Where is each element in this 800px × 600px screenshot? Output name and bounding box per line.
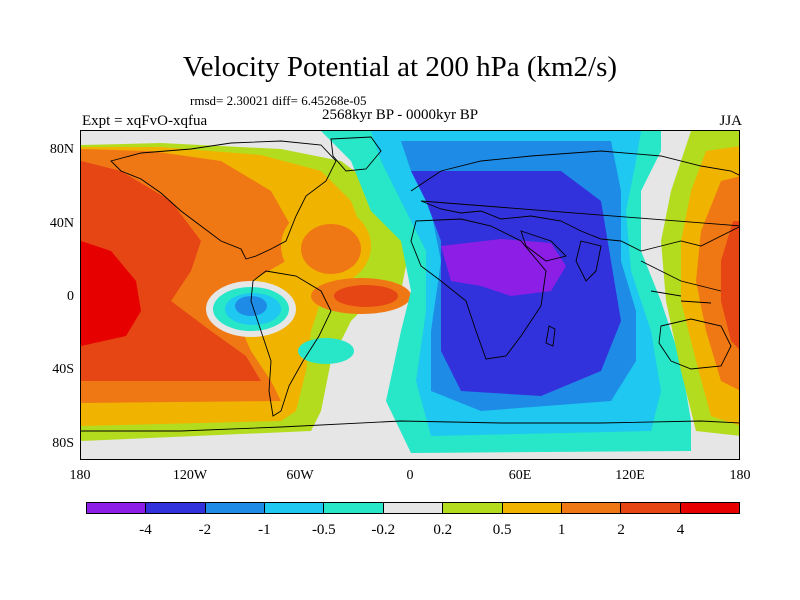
colorbar-label: 1 (557, 522, 566, 538)
colorbar-cell (680, 503, 739, 513)
colorbar-cell (146, 503, 206, 513)
colorbar-cell (87, 503, 147, 513)
colorbar-cell (383, 503, 444, 513)
colorbar-cell (561, 503, 622, 513)
colorbar-label: 0.2 (433, 522, 453, 538)
colorbar-cell (205, 503, 266, 513)
africa-negative-anomaly (321, 131, 691, 453)
lon-label-0: 0 (406, 468, 414, 483)
lon-label-60w: 60W (286, 468, 314, 483)
colorbar-label: -2 (198, 522, 212, 538)
west-pacific-positive (661, 131, 739, 436)
colorbar-cell (621, 503, 681, 513)
colorbar-label: 0.5 (492, 522, 512, 538)
colorbar-cell (265, 503, 325, 513)
map-panel (80, 130, 740, 460)
colorbar-label: -4 (139, 522, 152, 538)
colorbar-label: 4 (676, 522, 685, 538)
colorbar-label: -1 (258, 522, 271, 538)
lon-label-120e: 120E (615, 468, 645, 483)
colorbar-cell (324, 503, 384, 513)
colorbar-label: 2 (617, 522, 625, 538)
colorbar-label: -0.2 (371, 522, 396, 538)
lat-label-40n: 40N (49, 216, 74, 231)
lon-label-60e: 60E (508, 468, 532, 483)
colorbar (86, 502, 740, 514)
lon-label-180w: 180 (69, 468, 91, 483)
lat-label-40s: 40S (52, 362, 74, 377)
season-label: JJA (719, 113, 742, 129)
experiment-label: Expt = xqFvO-xqfua (82, 113, 208, 129)
atlantic-positive-blob (281, 206, 411, 314)
colorbar-cell (502, 503, 562, 513)
lat-label-80n: 80N (49, 142, 74, 157)
colorbar-label: -0.5 (311, 522, 336, 538)
lon-label-120w: 120W (172, 468, 208, 483)
map-title: Velocity Potential at 200 hPa (km2/s) (182, 51, 618, 83)
south-america-negative (206, 281, 354, 364)
period-text: 2568kyr BP - 0000kyr BP (322, 107, 479, 123)
lon-label-180e: 180 (729, 468, 751, 483)
velocity-potential-map (81, 131, 739, 459)
coastlines (81, 136, 739, 432)
colorbar-cell (443, 503, 503, 513)
lat-label-0: 0 (67, 289, 74, 304)
stats-text: rmsd= 2.30021 diff= 6.45268e-05 (190, 93, 367, 108)
lat-label-80s: 80S (52, 436, 74, 451)
